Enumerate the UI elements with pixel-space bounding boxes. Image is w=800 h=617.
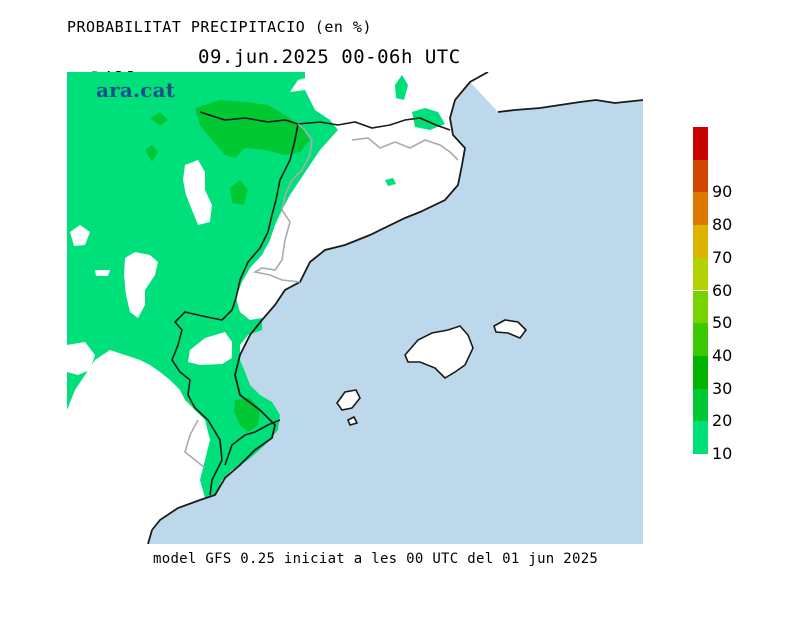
border-valencia-west (171, 309, 233, 496)
legend-label: 80 (712, 215, 733, 235)
legend-label: 40 (712, 345, 733, 365)
precip-zone-20-30-spot (230, 180, 248, 205)
legend-swatch (693, 421, 708, 454)
france-coast-land (470, 72, 643, 112)
legend-swatch (693, 257, 708, 291)
dry-hole-6 (290, 78, 305, 92)
legend-label: 10 (712, 444, 733, 463)
precip-zone-10-20 (67, 72, 338, 498)
precip-zone-20-30-spot2 (145, 145, 158, 162)
menorca-island (493, 319, 528, 339)
precip-patch-small (385, 178, 396, 186)
formentera-island (346, 415, 359, 426)
precipitation-map (67, 72, 643, 544)
dry-hole-1 (183, 160, 212, 225)
border-murcia (224, 419, 281, 466)
legend-swatch (693, 192, 708, 226)
dry-hole-2 (124, 252, 158, 318)
ara-cat-logo: ara.cat (96, 78, 176, 102)
legend-swatch (693, 127, 708, 160)
legend-swatch (693, 290, 708, 324)
map-title: PROBABILITAT PRECIPITACIO (en %) (67, 18, 372, 36)
precip-zone-20-30-spot3 (150, 112, 168, 126)
legend-label: 90 (712, 182, 733, 202)
border-catalonia-internal (252, 123, 313, 283)
legend-label: 50 (712, 313, 733, 333)
legend-label: 60 (712, 280, 733, 300)
ibiza-island (336, 389, 361, 411)
color-legend (693, 127, 708, 454)
precip-patch-north (395, 75, 408, 100)
dry-hole-4 (67, 342, 95, 375)
legend-label: 20 (712, 411, 733, 431)
border-andorra-region (351, 137, 459, 161)
legend-swatch (693, 388, 708, 422)
precip-zone-20-30-north (195, 100, 310, 158)
model-info: model GFS 0.25 iniciat a les 00 UTC del … (153, 551, 599, 567)
dry-hole-5 (188, 332, 232, 365)
dry-hole-3 (70, 225, 90, 246)
period-label: 09.jun.2025 00-06h UTC (198, 46, 461, 68)
legend-swatch (693, 225, 708, 258)
dry-hole-7 (95, 270, 110, 276)
coastline (147, 72, 489, 544)
legend-label: 70 (712, 247, 733, 267)
precip-zone-20-30-south (234, 398, 260, 432)
legend-label: 30 (712, 378, 733, 398)
legend-swatch (693, 323, 708, 356)
legend-swatch (693, 355, 708, 389)
border-murcia-grey (184, 419, 206, 469)
border-aragon (231, 123, 299, 311)
coastline-france (497, 99, 643, 113)
border-spain-france (199, 111, 451, 131)
mallorca-island (404, 325, 474, 380)
legend-swatch (693, 159, 708, 193)
